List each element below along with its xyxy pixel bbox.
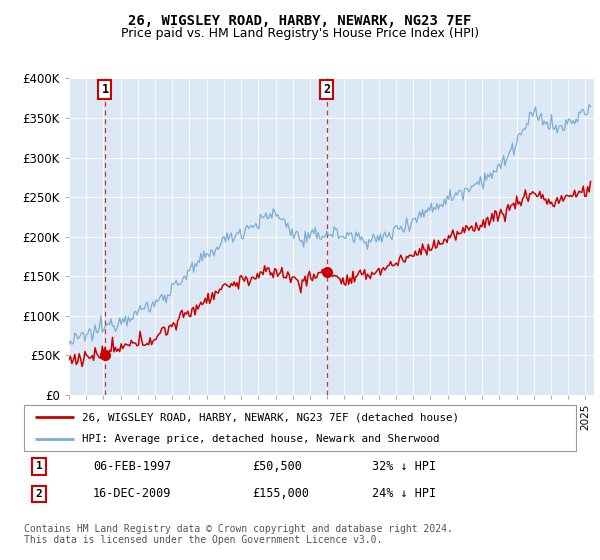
Text: 2: 2 — [323, 83, 330, 96]
Text: 06-FEB-1997: 06-FEB-1997 — [93, 460, 172, 473]
Text: 32% ↓ HPI: 32% ↓ HPI — [372, 460, 436, 473]
Text: 1: 1 — [35, 461, 43, 472]
Text: 2: 2 — [35, 489, 43, 499]
Text: £155,000: £155,000 — [252, 487, 309, 501]
Text: 26, WIGSLEY ROAD, HARBY, NEWARK, NG23 7EF: 26, WIGSLEY ROAD, HARBY, NEWARK, NG23 7E… — [128, 14, 472, 28]
Text: HPI: Average price, detached house, Newark and Sherwood: HPI: Average price, detached house, Newa… — [82, 435, 439, 444]
Text: 24% ↓ HPI: 24% ↓ HPI — [372, 487, 436, 501]
Text: 16-DEC-2009: 16-DEC-2009 — [93, 487, 172, 501]
Text: 1: 1 — [101, 83, 109, 96]
Text: Contains HM Land Registry data © Crown copyright and database right 2024.
This d: Contains HM Land Registry data © Crown c… — [24, 524, 453, 545]
Text: 26, WIGSLEY ROAD, HARBY, NEWARK, NG23 7EF (detached house): 26, WIGSLEY ROAD, HARBY, NEWARK, NG23 7E… — [82, 412, 459, 422]
Text: Price paid vs. HM Land Registry's House Price Index (HPI): Price paid vs. HM Land Registry's House … — [121, 27, 479, 40]
Text: £50,500: £50,500 — [252, 460, 302, 473]
